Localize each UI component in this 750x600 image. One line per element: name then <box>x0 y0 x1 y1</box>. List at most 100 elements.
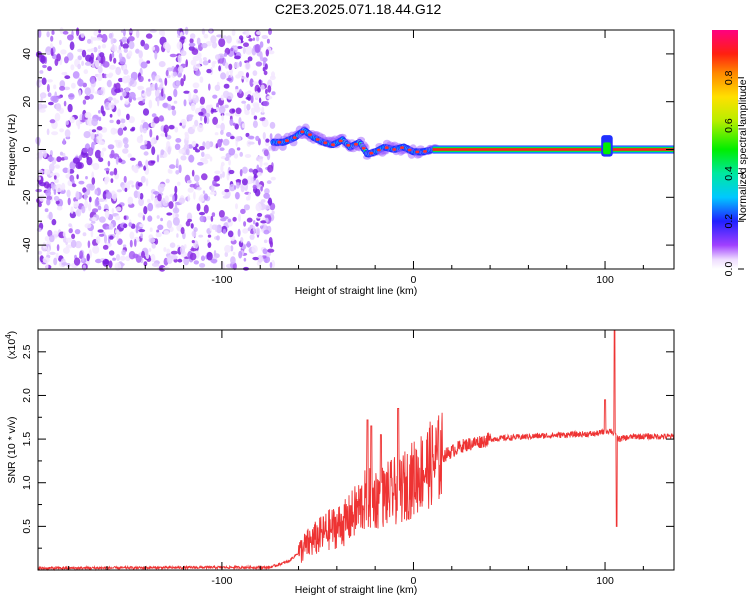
noise-blob <box>174 143 181 150</box>
noise-blob <box>147 198 151 203</box>
noise-blob <box>102 61 110 68</box>
noise-blob <box>35 188 42 193</box>
noise-blob <box>238 213 241 222</box>
noise-blob <box>233 185 237 190</box>
noise-blob <box>198 196 205 202</box>
noise-blob <box>183 90 190 94</box>
spectrogram-y-tick-label: 0 <box>21 146 33 152</box>
snr-multiplier-exp: 4 <box>4 334 13 339</box>
noise-blob <box>140 61 148 69</box>
noise-blob <box>45 51 52 55</box>
noise-blob <box>148 78 151 82</box>
noise-blob <box>261 106 265 114</box>
noise-blob <box>174 126 179 133</box>
noise-blob <box>199 215 205 223</box>
noise-blob <box>87 147 94 157</box>
noise-blob <box>90 48 95 52</box>
noise-blob <box>197 161 204 166</box>
spectrogram-x-tick-label: -100 <box>211 274 232 286</box>
noise-blob <box>83 191 88 201</box>
noise-blob <box>180 155 187 161</box>
noise-blob <box>213 250 217 256</box>
noise-blob <box>131 126 136 131</box>
noise-blob <box>107 74 113 79</box>
noise-blob <box>271 91 276 96</box>
noise-blob <box>128 50 133 57</box>
noise-blob <box>213 175 220 182</box>
noise-blob <box>205 140 211 150</box>
noise-blob <box>249 234 255 240</box>
noise-blob <box>59 151 64 156</box>
noise-blob <box>253 115 258 120</box>
noise-blob <box>244 154 252 158</box>
noise-blob <box>68 228 73 234</box>
noise-blob <box>239 61 242 67</box>
noise-blob <box>246 217 253 223</box>
noise-blob <box>61 72 67 76</box>
noise-blob <box>115 82 121 91</box>
spectrogram-signal-region <box>269 123 674 160</box>
noise-blob <box>168 125 175 130</box>
noise-blob <box>45 189 52 197</box>
noise-blob <box>242 228 249 234</box>
noise-blob <box>77 122 81 130</box>
noise-blob <box>255 135 260 141</box>
noise-blob <box>115 66 122 76</box>
signal-steady-red <box>432 148 674 151</box>
noise-blob <box>123 215 127 220</box>
spectrogram-ticks: -100 0 100 -40 -20 0 20 40 <box>21 29 674 286</box>
noise-blob <box>251 245 258 253</box>
noise-blob <box>234 46 238 50</box>
noise-blob <box>103 234 108 244</box>
noise-blob <box>154 82 158 91</box>
noise-blob <box>243 204 250 211</box>
noise-blob <box>256 156 264 160</box>
noise-blob <box>88 94 94 100</box>
snr-x-tick-label: -100 <box>211 575 232 587</box>
noise-blob <box>61 182 66 191</box>
noise-blob <box>44 208 49 213</box>
noise-blob <box>177 181 181 186</box>
noise-blob <box>176 233 179 238</box>
noise-blob <box>202 141 206 148</box>
noise-blob <box>153 116 160 124</box>
noise-blob <box>129 157 136 161</box>
noise-blob <box>102 244 109 250</box>
noise-blob <box>120 40 123 47</box>
noise-blob <box>191 169 195 177</box>
signal-peak <box>384 146 389 150</box>
noise-blob <box>271 71 275 78</box>
noise-blob <box>245 72 250 78</box>
noise-blob <box>193 191 196 200</box>
noise-blob <box>184 26 189 35</box>
noise-blob <box>200 255 206 261</box>
noise-blob <box>51 218 57 226</box>
colorbar: 0.0 0.2 0.4 0.6 0.8 Normalized spectral ampl… <box>712 30 749 276</box>
noise-blob <box>116 233 119 241</box>
noise-blob <box>259 41 264 48</box>
noise-blob <box>163 247 167 252</box>
noise-blob <box>114 139 119 143</box>
noise-blob <box>187 187 194 193</box>
noise-blob <box>198 234 204 238</box>
noise-blob <box>129 231 135 240</box>
noise-blob <box>123 223 128 229</box>
noise-blob <box>263 149 269 157</box>
noise-blob <box>84 200 88 209</box>
noise-blob <box>59 39 62 46</box>
noise-blob <box>49 235 55 243</box>
noise-blob <box>103 73 107 79</box>
noise-blob <box>196 37 201 45</box>
noise-blob <box>142 108 150 116</box>
noise-blob <box>169 164 176 169</box>
noise-blob <box>259 117 266 122</box>
noise-blob <box>149 227 153 232</box>
noise-blob <box>173 100 178 104</box>
spectrogram-x-tick-label: 100 <box>596 274 614 286</box>
noise-blob <box>73 257 81 266</box>
noise-blob <box>249 78 254 88</box>
noise-blob <box>62 167 69 174</box>
noise-blob <box>243 221 247 227</box>
noise-blob <box>49 172 56 177</box>
